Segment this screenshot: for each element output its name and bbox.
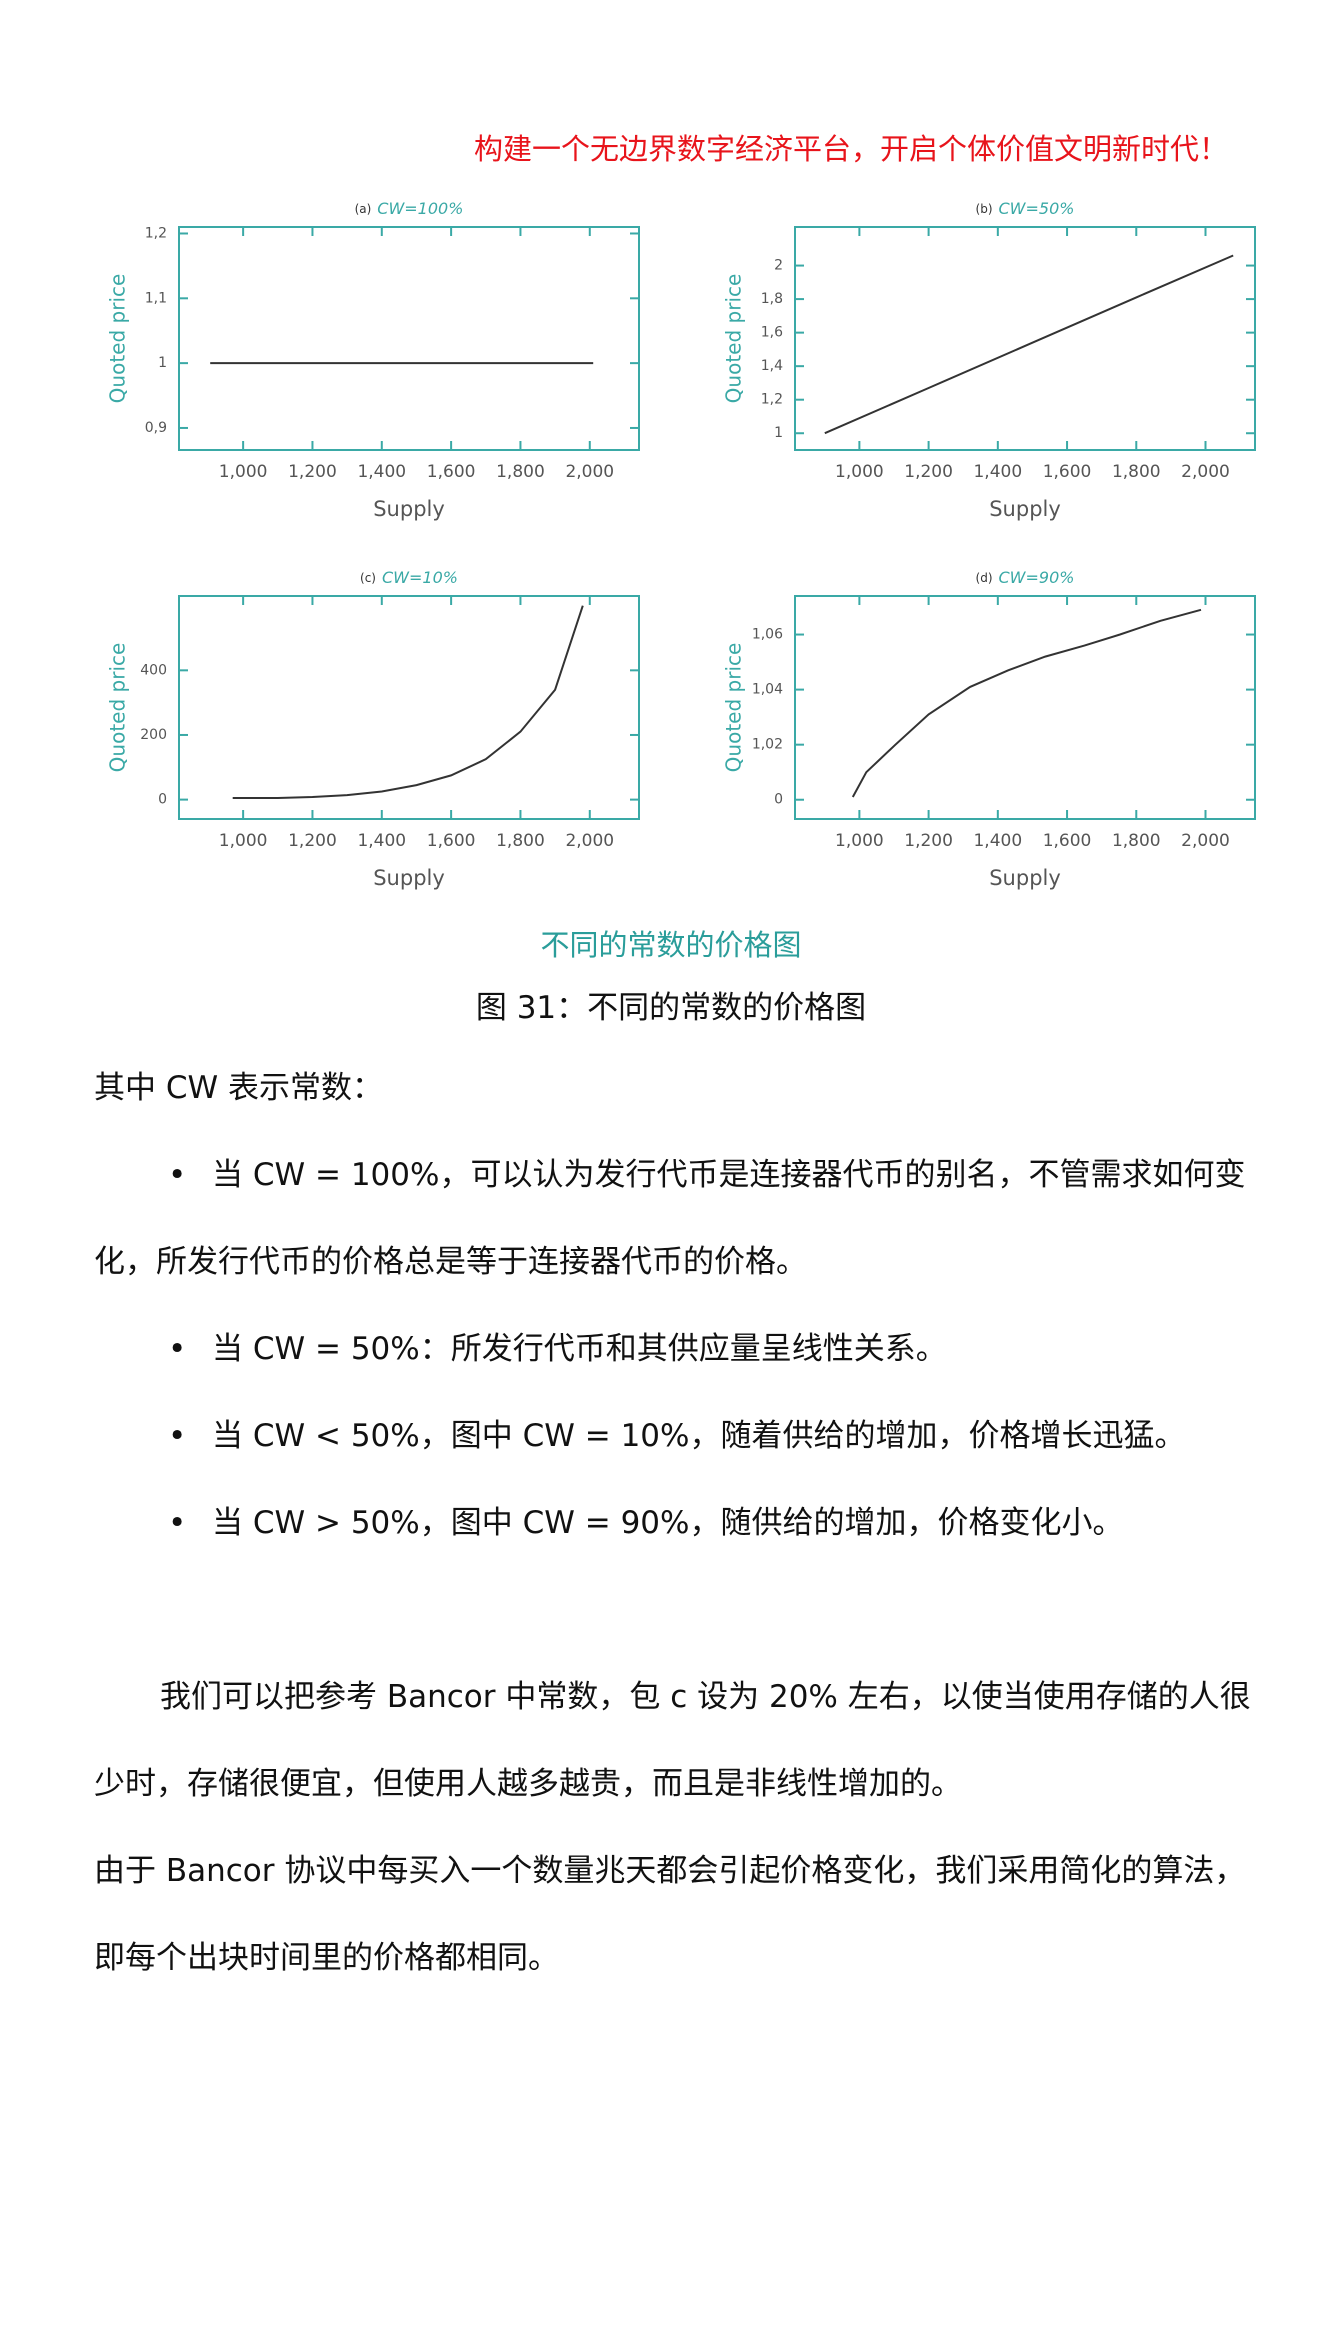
chart-title: (a) CW=100% [355, 199, 464, 218]
y-tick-label: 400 [140, 662, 167, 678]
y-tick-label: 0 [158, 792, 167, 808]
x-tick-label: 1,600 [1043, 462, 1092, 482]
bullet-dot: • [168, 1331, 187, 1367]
bullet: • 当 CW = 50%：所发行代币和其供应量呈线性关系。 [94, 1306, 1254, 1393]
x-tick-label: 1,400 [357, 831, 406, 851]
x-tick-label: 1,000 [219, 831, 268, 851]
y-tick-label: 1,4 [761, 358, 783, 374]
bullet-text: 当 CW > 50%，图中 CW = 90%，随供给的增加，价格变化小。 [212, 1505, 1124, 1541]
y-axis-label: Quoted price [106, 274, 130, 404]
y-tick-label: 0,9 [145, 420, 167, 436]
y-tick-label: 1,02 [752, 737, 783, 753]
x-tick-label: 1,200 [288, 462, 337, 482]
y-tick-label: 1,2 [761, 392, 783, 408]
paragraph: 我们可以把参考 Bancor 中常数，包 c 设为 20% 左右，以使当使用存储… [94, 1679, 1251, 1802]
chart-title-text: CW=50% [999, 199, 1075, 218]
x-axis-label: Supply [989, 497, 1061, 521]
bullet-text: 当 CW < 50%，图中 CW = 10%，随着供给的增加，价格增长迅猛。 [212, 1418, 1186, 1454]
slogan: 构建一个无边界数字经济平台，开启个体价值文明新时代！ [474, 132, 1229, 166]
chart-title: (c) CW=10% [360, 568, 458, 587]
x-tick-label: 1,200 [288, 831, 337, 851]
chart: (b) CW=50% 1,000 1,200 1,400 1,600 1,800 2,000 1… [722, 199, 1256, 521]
y-tick-label: 1,2 [145, 225, 167, 241]
bullet: • 当 CW < 50%，图中 CW = 10%，随着供给的增加，价格增长迅猛。 [94, 1393, 1254, 1480]
bullet-text: 当 CW = 100%，可以认为发行代币是连接器代币的别名，不管需求如何变化，所… [94, 1157, 1246, 1280]
y-axis-label: Quoted price [106, 643, 130, 773]
x-tick-label: 1,000 [835, 462, 884, 482]
plot-frame [794, 226, 1256, 451]
x-axis-label: Supply [373, 866, 445, 890]
x-tick-label: 1,400 [973, 462, 1022, 482]
chart-title-text: CW=100% [377, 199, 463, 218]
spacer [94, 1567, 1254, 1654]
x-tick-label: 1,400 [973, 831, 1022, 851]
x-tick-label: 1,600 [1043, 831, 1092, 851]
price-line [232, 605, 584, 799]
x-tick-label: 1,200 [904, 831, 953, 851]
chart-title-text: CW=90% [999, 568, 1075, 587]
bullet-dot: • [168, 1418, 187, 1454]
figure-title: 不同的常数的价格图 [540, 928, 802, 962]
price-line [824, 254, 1234, 435]
chart: (a) CW=100% 1,000 1,200 1,400 1,600 1,800 2,000… [106, 199, 640, 521]
x-tick-label: 1,200 [904, 462, 953, 482]
x-tick-label: 2,000 [565, 462, 614, 482]
chart-label: (d) [976, 571, 993, 585]
x-tick-label: 1,000 [835, 831, 884, 851]
intro: 其中 CW 表示常数： [94, 1070, 384, 1106]
x-tick-label: 1,800 [496, 462, 545, 482]
y-tick-label: 2 [774, 258, 783, 274]
y-tick-label: 1 [774, 425, 783, 441]
y-axis-label: Quoted price [722, 643, 746, 773]
bullet: • 当 CW = 100%，可以认为发行代币是连接器代币的别名，不管需求如何变化，… [94, 1132, 1254, 1306]
price-line [851, 608, 1202, 798]
y-tick-label: 0 [774, 792, 783, 808]
y-tick-label: 1,6 [761, 325, 783, 341]
body-text: 其中 CW 表示常数： • 当 CW = 100%，可以认为发行代币是连接器代币的… [94, 1045, 1254, 2002]
chart-label: (c) [360, 571, 376, 585]
plot-frame [178, 226, 640, 451]
y-tick-label: 1,06 [752, 627, 783, 643]
bullet-text: 当 CW = 50%：所发行代币和其供应量呈线性关系。 [212, 1331, 947, 1367]
x-tick-label: 2,000 [1181, 462, 1230, 482]
chart-title: (b) CW=50% [976, 199, 1075, 218]
plot-frame [794, 595, 1256, 820]
x-tick-label: 1,400 [357, 462, 406, 482]
y-tick-label: 200 [140, 727, 167, 743]
chart-title-text: CW=10% [382, 568, 458, 587]
x-tick-label: 1,800 [1112, 831, 1161, 851]
y-axis-label: Quoted price [722, 274, 746, 404]
bullet-dot: • [168, 1157, 187, 1193]
bullet: • 当 CW > 50%，图中 CW = 90%，随供给的增加，价格变化小。 [94, 1480, 1254, 1567]
y-tick-label: 1 [158, 355, 167, 371]
x-tick-label: 2,000 [1181, 831, 1230, 851]
paragraph: 由于 Bancor 协议中每买入一个数量兆天都会引起价格变化，我们采用简化的算法… [94, 1853, 1246, 1976]
x-tick-label: 1,800 [496, 831, 545, 851]
x-tick-label: 1,600 [427, 462, 476, 482]
x-tick-label: 1,000 [219, 462, 268, 482]
chart: (d) CW=90% 1,000 1,200 1,400 1,600 1,800 2,000 0… [722, 568, 1256, 890]
bullet-dot: • [168, 1505, 187, 1541]
y-tick-label: 1,8 [761, 291, 783, 307]
x-tick-label: 1,600 [427, 831, 476, 851]
chart: (c) CW=10% 1,000 1,200 1,400 1,600 1,800 2,000 0… [106, 568, 640, 890]
x-tick-label: 1,800 [1112, 462, 1161, 482]
figure-caption: 图 31：不同的常数的价格图 [475, 990, 867, 1026]
y-tick-label: 1,04 [752, 682, 783, 698]
plot-frame [178, 595, 640, 820]
chart-label: (b) [976, 202, 993, 216]
x-axis-label: Supply [373, 497, 445, 521]
x-axis-label: Supply [989, 866, 1061, 890]
chart-title: (d) CW=90% [976, 568, 1075, 587]
chart-label: (a) [355, 202, 372, 216]
y-tick-label: 1,1 [145, 290, 167, 306]
x-tick-label: 2,000 [565, 831, 614, 851]
